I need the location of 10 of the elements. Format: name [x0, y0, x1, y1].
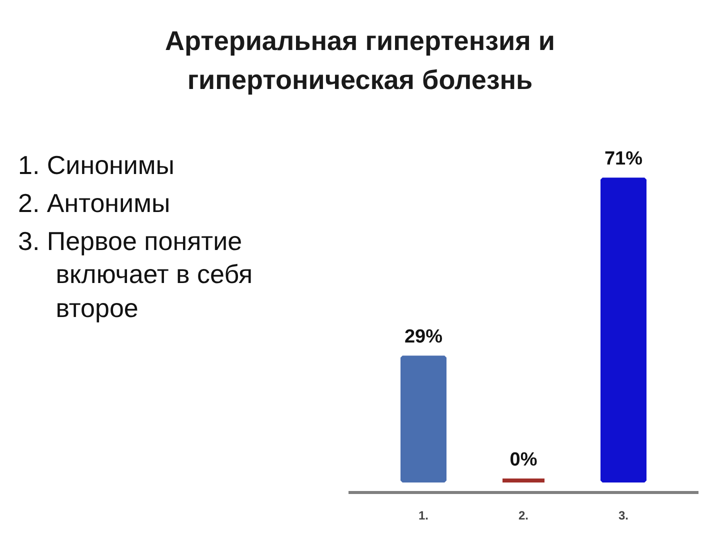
- x-tick-label: 3.: [618, 508, 629, 522]
- text: 3. Первое понятие включает в себя второе: [18, 224, 254, 326]
- x-tick-label: 1.: [418, 508, 429, 522]
- text: 2. Антонимы: [18, 186, 172, 220]
- data-label: 71%: [604, 148, 643, 170]
- chart-title: Артериальная гипертензия и гипертоническая болезнь: [164, 25, 556, 98]
- x-tick-label: 2.: [518, 508, 529, 522]
- data-label: 0%: [510, 449, 538, 470]
- data-label: 29%: [404, 326, 443, 348]
- text: 1. Синонимы: [18, 149, 176, 182]
